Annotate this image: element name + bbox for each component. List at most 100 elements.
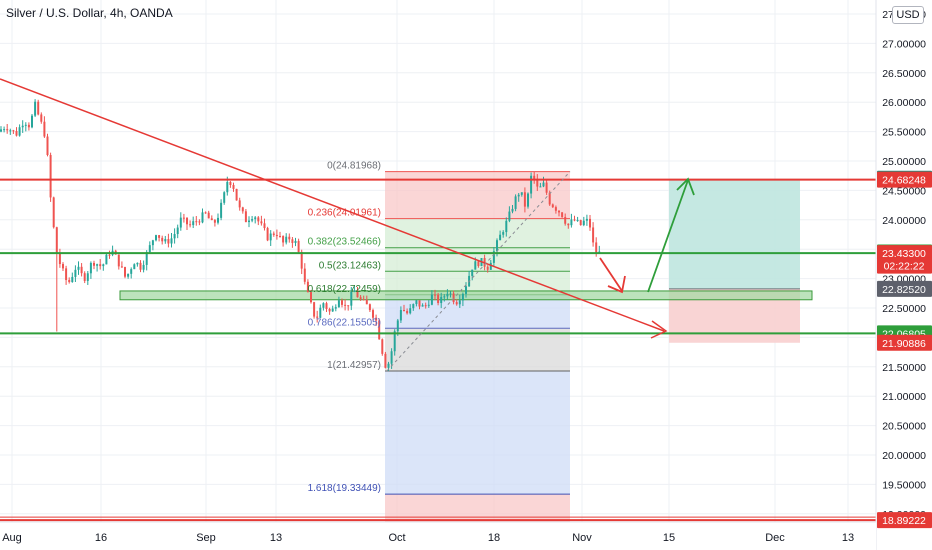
- candle-body: [316, 316, 319, 318]
- candle-body: [241, 207, 244, 212]
- long-target-box: [669, 178, 800, 289]
- down-arrowhead: [607, 275, 626, 294]
- candle-body: [71, 276, 74, 283]
- candle-body: [127, 273, 130, 277]
- candle-body: [179, 217, 182, 228]
- candle-body: [403, 310, 405, 312]
- candle-body: [120, 266, 123, 268]
- drawings: 0(24.81968) 0.236(24.01961) 0.382(23.52466…: [0, 78, 876, 522]
- candle-body: [362, 299, 365, 301]
- candle-body: [254, 217, 257, 220]
- candle-body: [12, 130, 15, 132]
- candle-body: [396, 320, 399, 332]
- candle-body: [430, 294, 433, 305]
- x-tick-label: 16: [95, 532, 107, 544]
- candle-body: [437, 294, 440, 304]
- chart-zones: [119, 171, 813, 522]
- candle-body: [173, 234, 176, 239]
- candle-body: [235, 188, 238, 201]
- candle-body: [207, 212, 210, 219]
- candle-body: [124, 267, 126, 277]
- price-tag-label: 21.90886: [882, 338, 926, 350]
- candle-body: [226, 181, 229, 193]
- candle-body: [554, 207, 557, 211]
- candle-body: [285, 236, 288, 243]
- candle-body: [210, 218, 213, 221]
- candle-body: [96, 264, 99, 266]
- candle-body: [176, 227, 179, 235]
- candle-body: [595, 242, 598, 253]
- candle-body: [24, 124, 27, 126]
- candle-body: [313, 302, 316, 317]
- candle-body: [238, 200, 241, 208]
- candle-body: [350, 292, 353, 306]
- candle-body: [275, 234, 278, 237]
- candle-body: [492, 251, 495, 263]
- candle-body: [347, 305, 350, 307]
- candle-body: [564, 216, 567, 224]
- candle-body: [3, 129, 6, 131]
- candle-body: [15, 131, 18, 136]
- candles: [0, 99, 601, 371]
- candle-body: [592, 227, 595, 243]
- candle-body: [49, 155, 52, 198]
- candle-body: [99, 264, 102, 267]
- candle-body: [421, 305, 424, 307]
- candle-body: [182, 217, 185, 219]
- up-arrowhead: [676, 177, 695, 196]
- candle-body: [582, 220, 585, 226]
- candle-body: [204, 212, 207, 214]
- currency-button[interactable]: USD: [892, 6, 924, 24]
- candle-body: [353, 290, 356, 293]
- candle-body: [455, 302, 458, 305]
- candle-body: [167, 239, 170, 244]
- y-tick-label: 20.50000: [882, 421, 926, 433]
- time-axis[interactable]: Aug 16 Sep 13 Oct 18 Nov 15 Dec 13: [0, 521, 876, 550]
- candle-body: [279, 236, 281, 238]
- candle-body: [310, 292, 312, 303]
- candle-body: [412, 304, 415, 309]
- candle-body: [130, 269, 133, 274]
- candle-body: [151, 240, 154, 246]
- candle-body: [139, 262, 142, 270]
- price-tag: [877, 245, 932, 262]
- candle-body: [248, 220, 250, 223]
- candle-body: [93, 262, 95, 266]
- candle-body: [18, 127, 21, 136]
- fib-label: 0.382(23.52466): [308, 237, 381, 248]
- price-tag-label: 02:22:22: [884, 261, 925, 273]
- candle-body: [68, 279, 71, 283]
- candle-body: [102, 264, 105, 267]
- candle-body: [378, 320, 381, 340]
- candle-body: [530, 175, 533, 194]
- candle-body: [306, 281, 309, 293]
- candle-body: [573, 219, 576, 221]
- candle-body: [511, 208, 514, 212]
- candle-body: [331, 308, 334, 312]
- candle-body: [58, 252, 61, 265]
- candle-body: [145, 252, 148, 265]
- fib-band: [385, 494, 570, 522]
- candle-body: [43, 121, 46, 137]
- candle-body: [585, 218, 588, 221]
- x-tick-label: Nov: [572, 532, 592, 544]
- candle-body: [514, 196, 517, 209]
- candle-body: [220, 202, 223, 218]
- candle-body: [105, 254, 108, 265]
- candle-body: [266, 228, 269, 241]
- price-axis[interactable]: 27.5000027.0000026.5000026.0000025.50000…: [875, 0, 932, 550]
- x-tick-label: 18: [488, 532, 500, 544]
- fib-label: 0.786(22.15505): [308, 317, 381, 328]
- candle-body: [65, 268, 68, 280]
- candle-body: [375, 317, 378, 321]
- trendline-arrowhead: [650, 320, 668, 339]
- candle-body: [567, 223, 570, 226]
- x-tick-label: 15: [663, 532, 675, 544]
- candle-body: [6, 129, 9, 131]
- candle-body: [505, 220, 508, 233]
- down-arrow: [599, 257, 623, 292]
- candle-body: [46, 136, 49, 156]
- candle-body: [533, 175, 536, 180]
- x-tick-label: 13: [842, 532, 854, 544]
